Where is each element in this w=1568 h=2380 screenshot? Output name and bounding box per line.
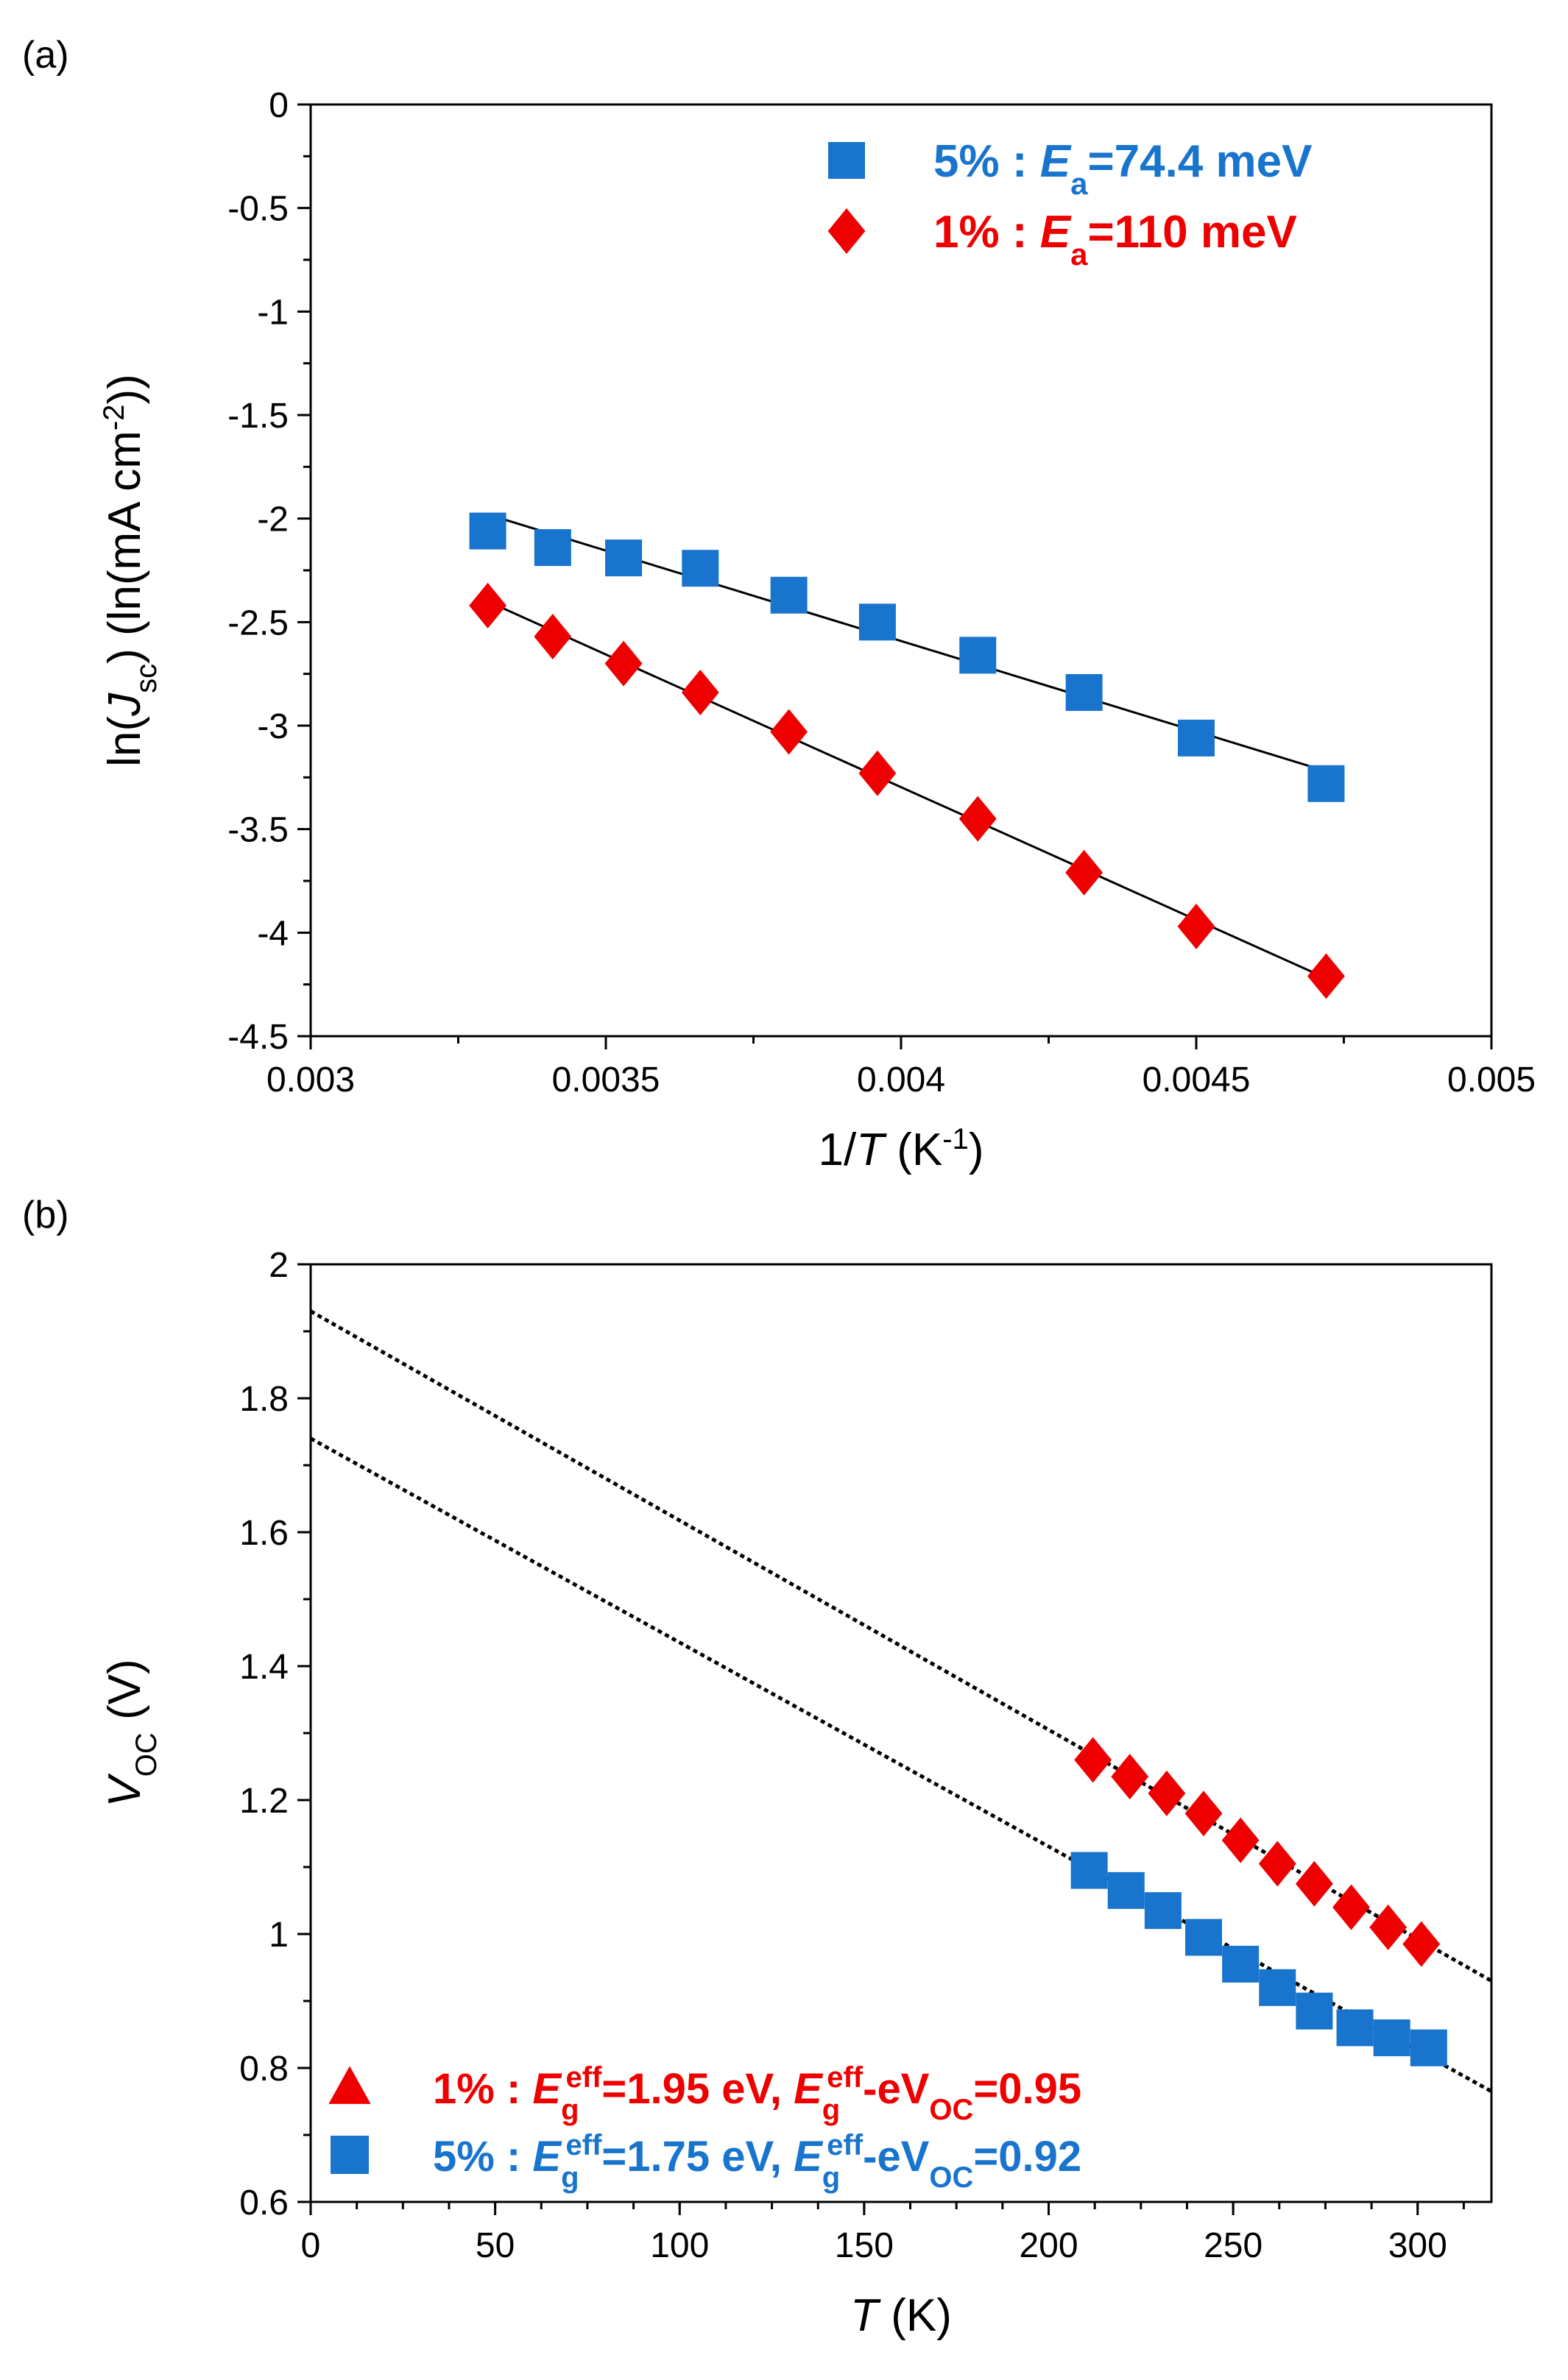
- data-point-5pct: [1144, 1892, 1182, 1930]
- plot-frame: [309, 1263, 1493, 2203]
- data-point-1pct: [1307, 953, 1345, 999]
- y-tick-label: 1.2: [239, 1782, 289, 1821]
- chart-panel-a: (a) 0 -0.5 -1 -1.5 -2 -2.5 -3 -3.5 -4 -4.50.003 0.0…: [22, 34, 1536, 1175]
- x-tick-label: 200: [1019, 2226, 1078, 2265]
- y-axis-label: ln(Jsc) (ln(mA cm-2)): [98, 374, 163, 767]
- y-tick-label: -4.5: [227, 1018, 289, 1057]
- data-point-1pct: [1258, 1841, 1296, 1887]
- data-point-5pct: [605, 539, 643, 577]
- x-tick-label: 250: [1204, 2226, 1262, 2265]
- data-point-5pct: [682, 550, 719, 587]
- fit-line-5pct: [309, 1437, 1493, 2094]
- y-tick-label: -3.5: [227, 811, 289, 850]
- data-point-1pct: [858, 750, 897, 796]
- data-point-1pct: [958, 796, 997, 842]
- y-tick-label: -2.5: [227, 603, 289, 642]
- data-point-1pct: [1332, 1884, 1370, 1930]
- x-tick-label: 0.004: [857, 1060, 945, 1099]
- data-point-5pct: [959, 637, 997, 674]
- y-tick-label: 2: [269, 1246, 289, 1285]
- y-tick-label: 0.6: [239, 2184, 289, 2223]
- data-point-5pct: [1410, 2029, 1447, 2066]
- panel-label: (b): [22, 1194, 69, 1236]
- legend-marker-5pct: [331, 2136, 369, 2174]
- data-point-1pct: [1065, 849, 1103, 896]
- y-tick-label: 1.8: [239, 1380, 289, 1419]
- data-point-5pct: [1296, 1992, 1333, 2030]
- legend-marker-5pct: [828, 142, 865, 179]
- data-point-5pct: [1070, 1852, 1108, 1889]
- y-tick-label: 1.6: [239, 1514, 289, 1553]
- y-tick-label: 0.8: [239, 2050, 289, 2089]
- y-tick-label: -0.5: [227, 190, 289, 229]
- x-tick-label: 0.003: [266, 1060, 355, 1099]
- x-tick-label: 0.0045: [1143, 1060, 1251, 1099]
- x-axis-label: 1/T (K-1): [818, 1123, 983, 1175]
- data-point-5pct: [1107, 1871, 1145, 1909]
- x-tick-label: 50: [476, 2226, 515, 2265]
- y-tick-label: -3: [257, 707, 289, 746]
- data-point-1pct: [1184, 1791, 1223, 1837]
- data-point-5pct: [1222, 1945, 1260, 1983]
- x-tick-label: 0.0035: [552, 1060, 660, 1099]
- data-point-5pct: [469, 512, 506, 550]
- y-tick-label: -2: [257, 500, 289, 539]
- legend-label-5pct: 5% : Egeff=1.75 eV, Egeff-eVOC=0.92: [433, 2129, 1081, 2194]
- data-point-1pct: [469, 582, 507, 628]
- data-point-1pct: [770, 709, 808, 755]
- legend-label-1pct: 1% : Egeff=1.95 eV, Egeff-eVOC=0.95: [433, 2061, 1081, 2126]
- data-point-5pct: [534, 529, 571, 567]
- y-tick-label: -4: [257, 914, 289, 953]
- x-tick-label: 0: [301, 2226, 321, 2265]
- data-point-1pct: [1148, 1770, 1186, 1816]
- data-point-5pct: [1336, 2009, 1374, 2047]
- data-point-1pct: [534, 614, 572, 660]
- x-tick-label: 0.005: [1447, 1060, 1536, 1099]
- data-point-1pct: [1074, 1737, 1112, 1783]
- x-tick-label: 100: [650, 2226, 709, 2265]
- y-axis-label: VOC (V): [99, 1659, 163, 1807]
- data-point-5pct: [1178, 719, 1215, 757]
- y-tick-label: -1.5: [227, 397, 289, 436]
- legend-label-5pct: 5% : Ea=74.4 meV: [933, 136, 1313, 201]
- data-point-5pct: [1259, 1969, 1296, 2006]
- y-tick-label: 0: [269, 86, 289, 125]
- data-point-5pct: [1373, 2019, 1410, 2057]
- data-point-5pct: [858, 603, 896, 641]
- plot-frame: [309, 103, 1493, 1038]
- data-point-1pct: [681, 669, 719, 715]
- data-point-5pct: [1185, 1919, 1223, 1956]
- data-point-1pct: [1402, 1921, 1441, 1967]
- legend-marker-1pct: [328, 2066, 371, 2104]
- panel-label: (a): [22, 34, 69, 77]
- x-axis-label: T (K): [850, 2290, 952, 2341]
- chart-panel-b: (b) 2 1.8 1.6 1.4 1.2 1 0.8 0.6 0 50 100 150 200 250 30…: [22, 1194, 1493, 2341]
- data-point-5pct: [1065, 673, 1103, 711]
- x-tick-label: 300: [1388, 2226, 1447, 2265]
- data-point-1pct: [1177, 903, 1215, 949]
- data-point-1pct: [1369, 1904, 1408, 1950]
- y-tick-label: -1: [257, 293, 289, 332]
- y-tick-label: 1.4: [239, 1648, 289, 1687]
- y-tick-label: 1: [269, 1916, 289, 1955]
- data-point-1pct: [1221, 1817, 1260, 1863]
- data-point-5pct: [1307, 765, 1345, 802]
- data-point-5pct: [770, 576, 808, 614]
- data-point-1pct: [1111, 1754, 1149, 1800]
- data-point-1pct: [604, 640, 643, 687]
- legend-label-1pct: 1% : Ea=110 meV: [933, 207, 1297, 272]
- x-tick-label: 150: [835, 2226, 894, 2265]
- data-point-1pct: [1295, 1860, 1333, 1907]
- legend-marker-1pct: [827, 208, 866, 254]
